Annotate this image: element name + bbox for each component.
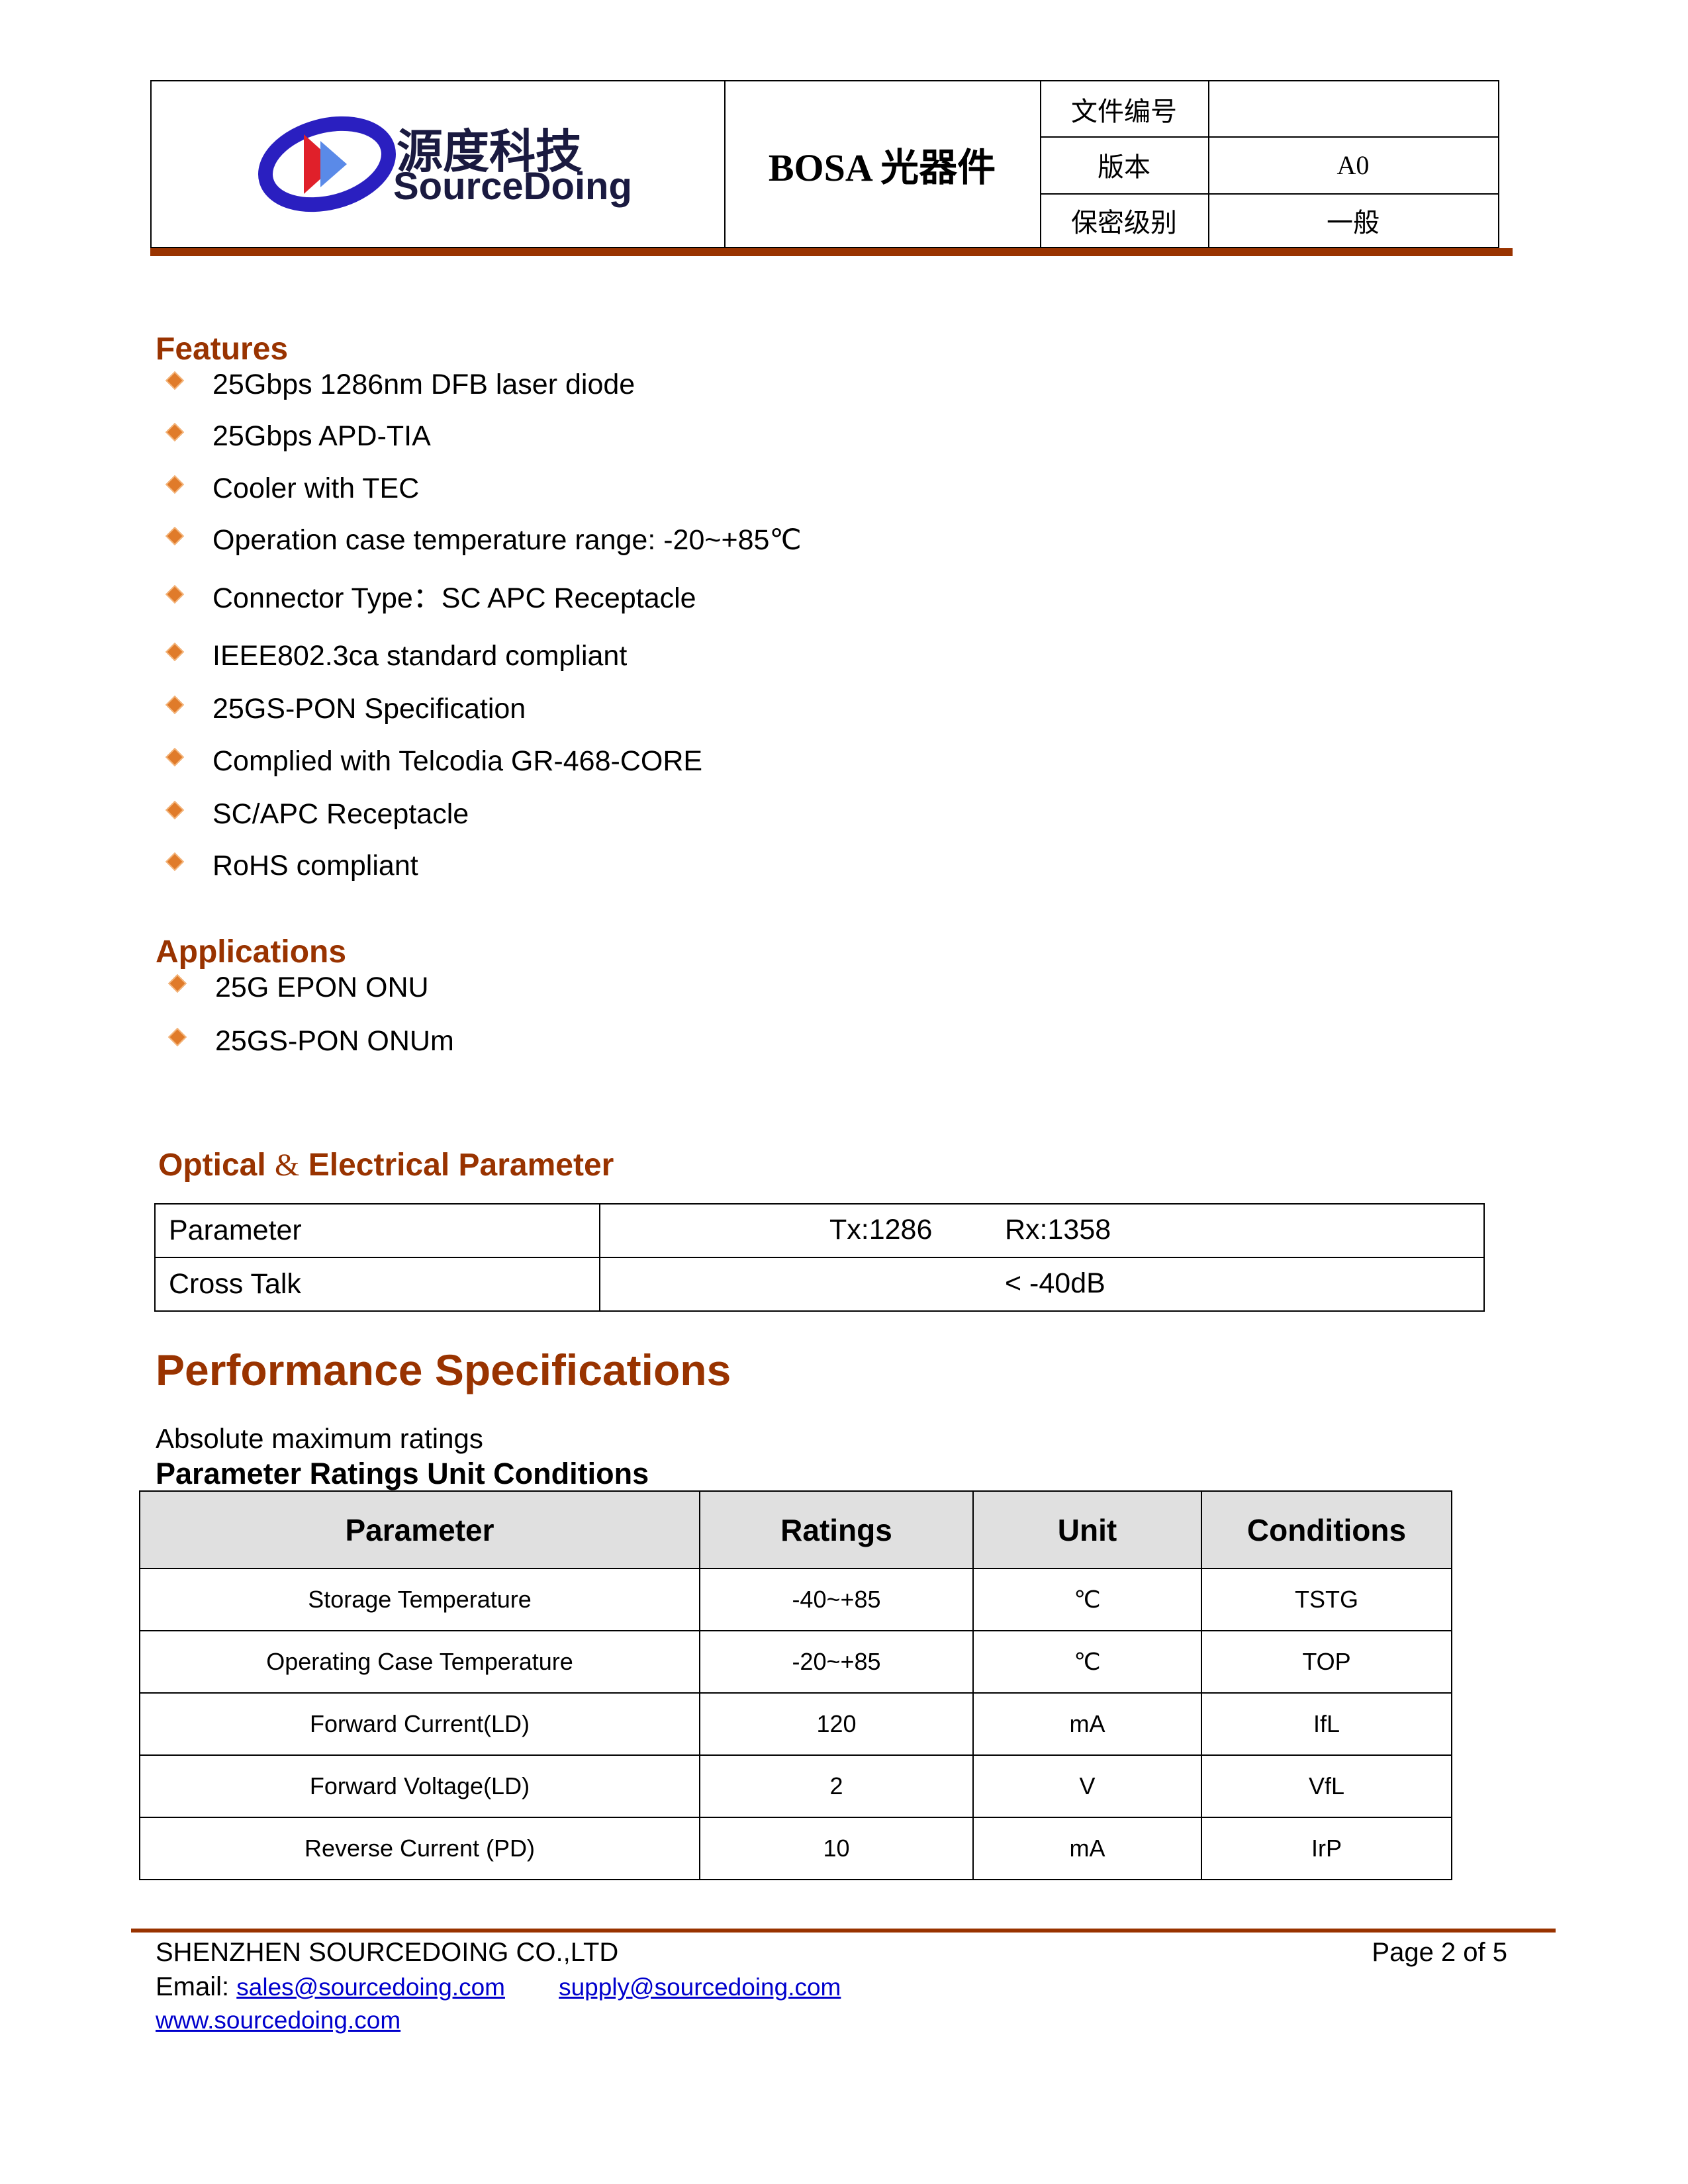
table-cell: ℃ (972, 1568, 1202, 1631)
website-link[interactable]: www.sourcedoing.com (156, 2007, 401, 2034)
bullet-diamond-icon (167, 1027, 187, 1047)
ratings-table: Parameter Ratings Unit Conditions Storage T… (139, 1490, 1452, 1880)
column-header: Parameter (139, 1490, 700, 1569)
field-value (1208, 81, 1498, 136)
tx-value: Tx:1286 (829, 1214, 933, 1246)
bullet-diamond-icon (165, 852, 185, 872)
company-logo: 源度科技 SourceDoing (258, 114, 632, 214)
table-row: Storage Temperature -40~+85 ℃ TSTG (139, 1568, 1452, 1631)
table-row: Operating Case Temperature -20~+85 ℃ TOP (139, 1630, 1452, 1694)
email-label: Email: (156, 1972, 230, 2001)
value-cell: Tx:1286 Rx:1358 (599, 1203, 1485, 1258)
feature-item: 25Gbps 1286nm DFB laser diode (212, 369, 635, 400)
feature-item: IEEE802.3ca standard compliant (212, 640, 628, 672)
performance-subtitle: Absolute maximum ratings (156, 1423, 483, 1454)
param-cell: Parameter (154, 1203, 600, 1258)
table-cell: VfL (1201, 1754, 1452, 1818)
table-row: Reverse Current (PD) 10 mA IrP (139, 1817, 1452, 1880)
field-value: A0 (1336, 150, 1370, 180)
table-cell: Forward Voltage(LD) (139, 1754, 700, 1818)
feature-item: Connector Type：SC APC Receptacle (212, 582, 696, 614)
field-label: 文件编号 (1071, 96, 1177, 126)
table-row: Parameter Tx:1286 Rx:1358 (154, 1203, 1485, 1258)
document-title: BOSA 光器件 (768, 146, 996, 189)
param-cell: Cross Talk (154, 1257, 600, 1312)
value-cell: < -40dB (599, 1257, 1485, 1312)
field-label: 保密级别 (1071, 207, 1177, 238)
field-value: 一般 (1327, 207, 1380, 238)
table-cell: IrP (1201, 1817, 1452, 1880)
feature-item: RoHS compliant (212, 850, 418, 882)
table-header-row: Parameter Ratings Unit Conditions (139, 1490, 1452, 1569)
logo-english: SourceDoing (393, 165, 632, 208)
sales-email-link[interactable]: sales@sourcedoing.com (236, 1974, 505, 2001)
table-cell: -20~+85 (699, 1630, 974, 1694)
supply-email-link[interactable]: supply@sourcedoing.com (559, 1974, 841, 2001)
logo-mark-icon (258, 116, 396, 212)
table-cell: ℃ (972, 1630, 1202, 1694)
bullet-diamond-icon (165, 526, 185, 546)
table-cell: mA (972, 1817, 1202, 1880)
table-cell: V (972, 1754, 1202, 1818)
footer-divider (131, 1929, 1556, 1933)
table-cell: -40~+85 (699, 1568, 974, 1631)
website-line: www.sourcedoing.com (156, 2005, 400, 2035)
performance-bold-line: Parameter Ratings Unit Conditions (156, 1457, 649, 1490)
heading-part: Optical (158, 1148, 266, 1183)
rx-value: Rx:1358 (1005, 1214, 1111, 1246)
table-cell: Operating Case Temperature (139, 1630, 700, 1694)
table-row: Forward Voltage(LD) 2 V VfL (139, 1754, 1452, 1818)
table-cell: Storage Temperature (139, 1568, 700, 1631)
email-line: Email: sales@sourcedoing.com supply@sour… (156, 1972, 841, 2002)
table-cell: mA (972, 1692, 1202, 1756)
optical-heading: Optical & Electrical Parameter (158, 1147, 614, 1183)
table-cell: IfL (1201, 1692, 1452, 1756)
application-item: 25G EPON ONU (215, 972, 429, 1003)
page-number: Page 2 of 5 (1372, 1938, 1507, 1967)
header-table: 源度科技 SourceDoing BOSA 光器件 文件编号 版本 A0 保密级… (150, 80, 1499, 248)
heading-amp: & (275, 1148, 300, 1183)
table-cell: TSTG (1201, 1568, 1452, 1631)
bullet-diamond-icon (165, 695, 185, 715)
table-cell: TOP (1201, 1630, 1452, 1694)
performance-heading: Performance Specifications (156, 1345, 731, 1394)
optical-table: Parameter Tx:1286 Rx:1358 Cross Talk < -… (154, 1203, 1485, 1312)
column-header: Conditions (1201, 1490, 1452, 1569)
feature-item: 25GS-PON Specification (212, 693, 526, 725)
header-divider (150, 248, 1513, 256)
bullet-diamond-icon (165, 800, 185, 820)
applications-heading: Applications (156, 934, 347, 970)
table-cell: Forward Current(LD) (139, 1692, 700, 1756)
heading-part: Electrical Parameter (308, 1148, 614, 1183)
bullet-diamond-icon (167, 974, 187, 993)
column-header: Ratings (699, 1490, 974, 1569)
feature-item: Cooler with TEC (212, 473, 420, 504)
table-cell: 10 (699, 1817, 974, 1880)
logo-chinese: 源度科技 (397, 127, 582, 178)
crosstalk-value: < -40dB (1005, 1267, 1105, 1299)
bullet-diamond-icon (165, 584, 185, 604)
table-cell: Reverse Current (PD) (139, 1817, 700, 1880)
feature-item: Complied with Telcodia GR-468-CORE (212, 745, 703, 777)
company-name: SHENZHEN SOURCEDOING CO.,LTD (156, 1938, 619, 1967)
bullet-diamond-icon (165, 422, 185, 442)
bullet-diamond-icon (165, 475, 185, 494)
bullet-diamond-icon (165, 642, 185, 662)
features-heading: Features (156, 332, 289, 367)
feature-item: 25Gbps APD-TIA (212, 420, 431, 452)
table-row: Cross Talk < -40dB (154, 1257, 1485, 1312)
table-cell: 2 (699, 1754, 974, 1818)
feature-item: SC/APC Receptacle (212, 798, 469, 830)
bullet-diamond-icon (165, 371, 185, 390)
table-row: Forward Current(LD) 120 mA IfL (139, 1692, 1452, 1756)
application-item: 25GS-PON ONUm (215, 1025, 454, 1057)
bullet-diamond-icon (165, 747, 185, 767)
table-cell: 120 (699, 1692, 974, 1756)
feature-item: Operation case temperature range: -20~+8… (212, 524, 802, 556)
column-header: Unit (972, 1490, 1202, 1569)
field-label: 版本 (1098, 152, 1150, 182)
